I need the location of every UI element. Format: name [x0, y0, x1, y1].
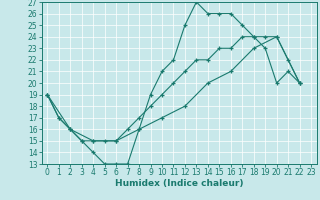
X-axis label: Humidex (Indice chaleur): Humidex (Indice chaleur): [115, 179, 244, 188]
